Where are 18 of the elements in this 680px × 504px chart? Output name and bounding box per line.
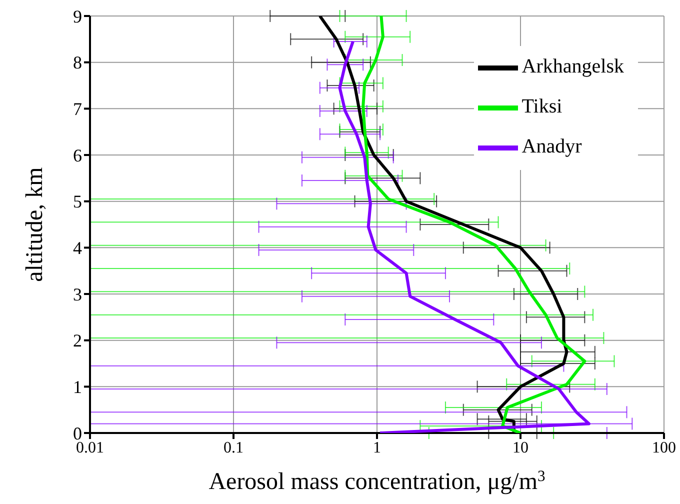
x-tick-label: 10 (512, 439, 528, 456)
y-tick-label: 2 (73, 330, 82, 351)
x-tick-label: 0.1 (224, 439, 244, 456)
y-tick-label: 1 (73, 377, 82, 398)
y-tick-label: 7 (73, 99, 82, 120)
y-tick-label: 5 (73, 192, 82, 212)
y-tick-label: 8 (73, 52, 82, 73)
x-axis-title: Aerosol mass concentration, μg/m$^{3}$ (208, 468, 546, 495)
y-tick-label: 4 (73, 238, 82, 258)
legend-label: Arkhangelsk (522, 56, 624, 78)
y-tick-label: 6 (73, 145, 82, 166)
y-tick-label: 3 (73, 284, 82, 304)
x-tick-label: 1 (373, 439, 381, 456)
y-axis-title: altitude, km (22, 166, 48, 282)
y-tick-label: 9 (73, 6, 82, 26)
legend-label: Anadyr (522, 136, 582, 158)
x-tick-label: 100 (652, 439, 676, 456)
legend-label: Tiksi (522, 96, 562, 118)
